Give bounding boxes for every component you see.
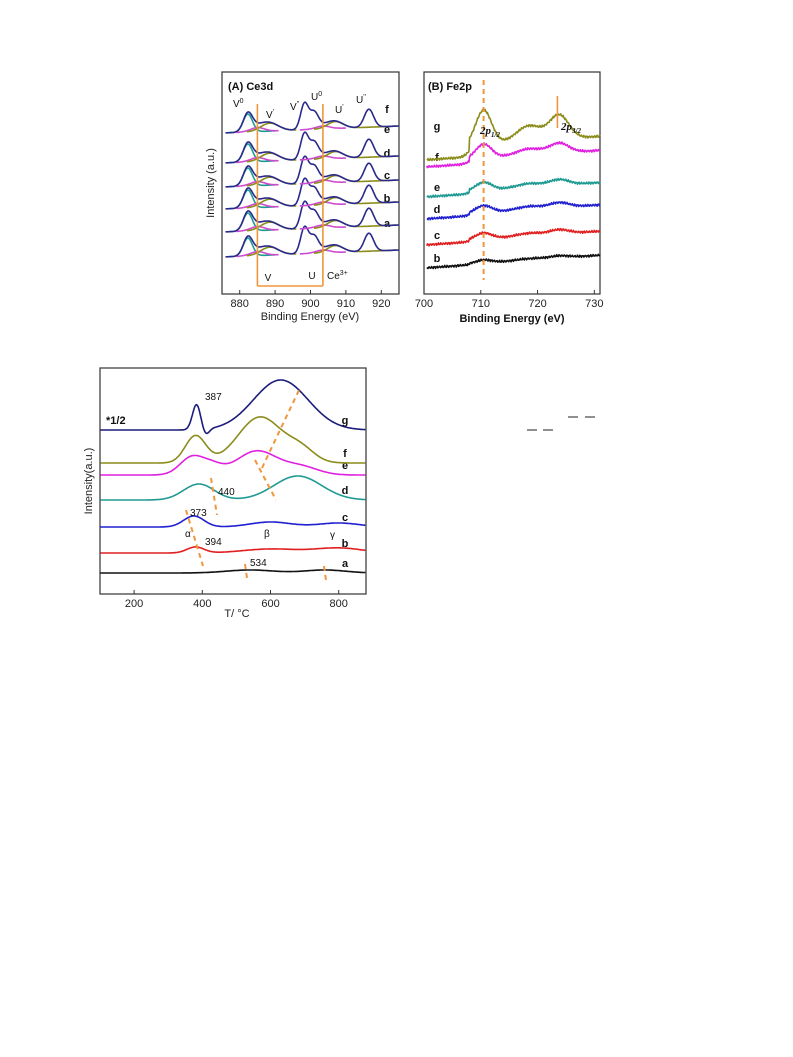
panel-a-xlabel: Binding Energy (eV) [261, 311, 359, 323]
tpr-shift-guide [254, 459, 277, 501]
tpr-shift-guide [210, 477, 218, 516]
panel-c-x-tick-label: 600 [261, 598, 279, 610]
label-u2: U'' [356, 94, 366, 106]
panel-b-x-tick-label: 720 [528, 298, 546, 310]
fe2p-trace-label: d [434, 204, 441, 216]
tpr-trace-label: a [342, 558, 349, 570]
tpr-annotation: 387 [205, 392, 222, 403]
tpr-annotation: 534 [250, 558, 267, 569]
panel-b-x-tick-label: 730 [585, 298, 603, 310]
ce3d-trace-b: b [225, 193, 400, 233]
panel-a-x-tick-label: 910 [337, 298, 355, 310]
fe2p-trace-label: f [435, 152, 439, 164]
panel-b-label: (B) Fe2p [428, 81, 472, 93]
fe2p-trace-label: c [434, 230, 440, 242]
panel-a-x-tick-label: 890 [266, 298, 284, 310]
tpr-annotation: 440 [218, 487, 235, 498]
tpr-annotation: α [185, 529, 191, 540]
ce3d-envelope [225, 225, 400, 258]
tpr-annotation: 394 [205, 537, 222, 548]
ce3d-trace-e: e [225, 124, 400, 164]
tpr-trace-label: g [342, 415, 349, 427]
ce3d-trace-f: f [225, 101, 400, 134]
fe2p-trace-c [426, 227, 601, 247]
fe2p-trace-d [426, 201, 601, 221]
ce3d-trace-c: c [225, 170, 400, 210]
fe2p-trace-f [426, 141, 601, 169]
ce3d-envelope [225, 101, 400, 134]
panel-c-tpr: *1/2 ab c d ef g 387 440 373 394 534 α β γ 200 400 600… [83, 367, 367, 620]
fe2p-trace-e [426, 177, 601, 199]
stray-marks [527, 416, 595, 431]
fe2p-trace-g [426, 108, 601, 162]
panel-a-x-tick-label: 900 [301, 298, 319, 310]
ce3d-trace-d: d [225, 148, 400, 188]
tpr-trace-g [100, 379, 366, 435]
panel-a-x-tick-label: 880 [231, 298, 249, 310]
ce3d-envelope [225, 200, 400, 233]
panel-c-frame [99, 367, 367, 595]
tpr-annotation: 373 [190, 508, 207, 519]
tpr-shift-guide [244, 563, 248, 579]
ce3d-trace-a: a [225, 218, 400, 258]
panel-c-x-tick-label: 800 [330, 598, 348, 610]
tpr-trace-label: c [342, 512, 348, 524]
panel-b-fe2p: (B) Fe2p bc de f g 2p1/2 2p3/2 700 710 720 730 B… [415, 71, 604, 325]
fe2p-trace-label: b [434, 253, 441, 265]
tpr-trace-label: f [343, 448, 347, 460]
panel-c-xlabel: T/ °C [224, 608, 249, 620]
ce3d-envelope [225, 131, 400, 164]
ce3d-envelope [225, 177, 400, 210]
tpr-trace-e [100, 449, 366, 476]
ce3d-trace-label: b [384, 193, 391, 205]
label-ce3: Ce3+ [327, 270, 348, 282]
label-2p32: 2p3/2 [560, 121, 581, 135]
fe2p-trace-b [426, 253, 601, 270]
fe2p-trace-label: e [434, 182, 440, 194]
ce3d-trace-label: c [384, 170, 390, 182]
label-v1: V' [266, 109, 274, 121]
tpr-shift-guide [261, 387, 301, 469]
label-v2: V'' [290, 101, 299, 113]
tpr-trace-f [100, 416, 366, 464]
label-u0: U0 [311, 91, 322, 103]
tpr-trace-b [100, 546, 366, 554]
label-2p12: 2p1/2 [479, 125, 500, 139]
tpr-trace-c [100, 515, 366, 528]
panel-b-x-tick-label: 710 [472, 298, 490, 310]
panel-c-x-tick-label: 200 [125, 598, 143, 610]
tpr-annotation: β [264, 529, 270, 540]
panel-c-x-tick-label: 400 [193, 598, 211, 610]
tpr-trace-label: d [342, 485, 349, 497]
panel-a-x-tick-label: 920 [372, 298, 390, 310]
panel-b-x-tick-label: 700 [415, 298, 433, 310]
tpr-trace-label: e [342, 460, 348, 472]
tpr-trace-a [100, 569, 366, 574]
label-v-bottom: V [265, 273, 272, 284]
ce3d-trace-label: f [385, 104, 389, 116]
panel-b-frame [423, 71, 601, 295]
tpr-annotation: γ [330, 530, 335, 541]
panel-c-ylabel: Intensity(a.u.) [83, 448, 95, 515]
fe2p-trace-label: g [434, 121, 441, 133]
ce3d-trace-label: d [384, 148, 391, 160]
tpr-trace-label: b [342, 538, 349, 550]
scale-note: *1/2 [106, 415, 126, 427]
label-u1: U' [335, 104, 344, 116]
label-u-bottom: U [308, 271, 315, 282]
panel-a-label: (A) Ce3d [228, 81, 273, 93]
ce3d-envelope [225, 155, 400, 188]
tpr-shift-guide [185, 509, 204, 567]
panel-b-xlabel: Binding Energy (eV) [459, 313, 564, 325]
label-v0: V0 [233, 98, 244, 110]
panel-a-ylabel: Intensity (a.u.) [205, 148, 217, 218]
ce3d-trace-label: a [384, 218, 391, 230]
tpr-shift-guide [323, 565, 327, 581]
ce3d-trace-label: e [384, 124, 390, 136]
tpr-trace-d [100, 475, 366, 501]
